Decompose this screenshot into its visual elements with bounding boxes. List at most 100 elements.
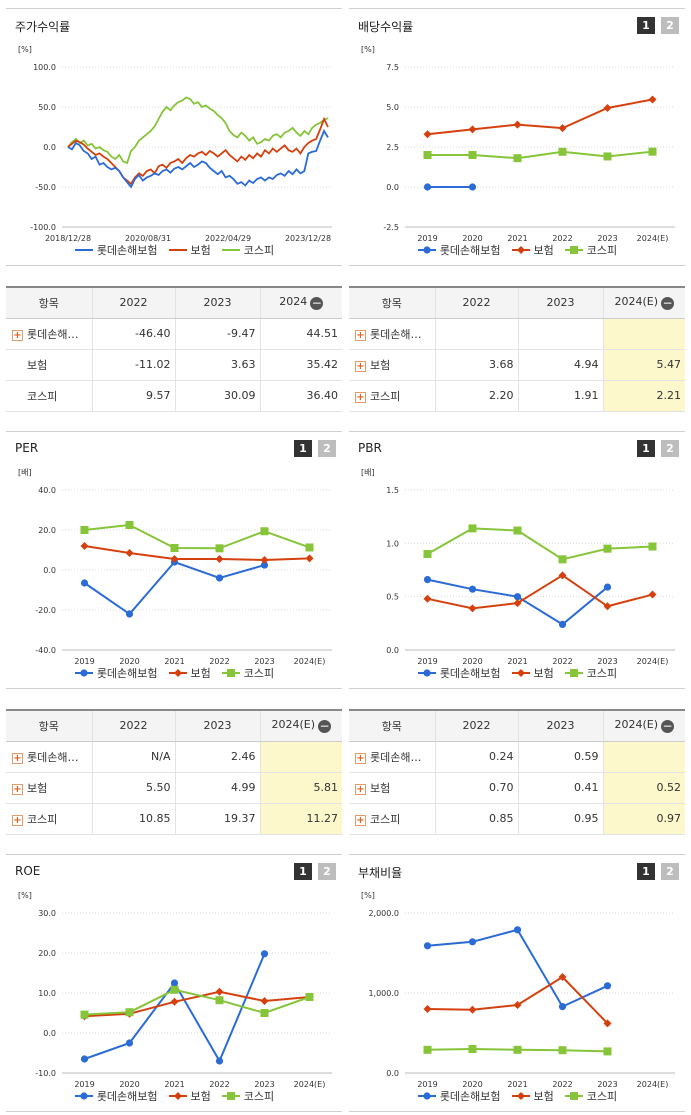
table-cell: 0.59 [517,741,603,773]
row-label-cell[interactable]: + 롯데손해… [6,741,92,773]
y-tick-label: 10.0 [38,989,56,998]
row-label-cell[interactable]: + 보험 [6,772,92,804]
panel-debt-ratio: 부채비율 1 2 [%] 2,000.0 1,000.0 0.0 2019 2020 202… [349,854,685,1112]
legend-item[interactable]: 롯데손해보험 [74,242,158,258]
row-label-cell[interactable]: + 롯데손해… [349,741,435,773]
legend-item[interactable]: 롯데손해보험 [74,1088,158,1104]
legend-item[interactable]: 코스피 [564,242,617,258]
x-tick-label: 2023 [597,1080,617,1088]
legend-item[interactable]: 코스피 [564,1088,617,1104]
legend-item[interactable]: 롯데손해보험 [417,665,501,681]
table-cell [434,318,518,350]
column-header: 2022 [434,709,518,742]
tab-2[interactable]: 2 [661,17,679,34]
column-header: 2023 [174,709,260,742]
legend: 롯데손해보험 보험 코스피 [6,242,342,258]
data-point [468,1045,477,1053]
unit-label: [배] [18,468,32,477]
expand-icon[interactable]: + [12,752,23,764]
table-cell: 0.41 [517,772,603,804]
legend-item[interactable]: 코스피 [221,665,274,681]
table-row: + 보험 3.68 4.94 5.47 [349,349,685,381]
collapse-icon[interactable]: − [661,296,675,311]
row-label-cell[interactable]: + 보험 [349,772,435,804]
legend-item[interactable]: 보험 [168,1088,211,1104]
row-label-cell[interactable]: + 코스피 [6,803,92,835]
legend-swatch [168,669,187,677]
data-point [513,1045,522,1054]
collapse-icon[interactable]: − [310,296,324,311]
expand-icon[interactable]: + [355,783,366,795]
collapse-icon[interactable]: − [661,719,675,734]
tab-2[interactable]: 2 [661,440,679,457]
table-cell: 0.52 [602,772,685,804]
collapse-icon[interactable]: − [318,719,332,734]
legend-label: 롯데손해보험 [96,244,158,257]
data-point [513,154,522,163]
data-point [80,1055,89,1063]
legend-item[interactable]: 보험 [511,242,554,258]
legend-swatch [564,1092,583,1100]
legend-swatch [74,1092,93,1100]
legend-label: 코스피 [586,244,618,257]
chart-stock-return: [%]100.0 50.0 0.0 -50.0 -100.0 2018/12/28 2020… [18,45,332,242]
data-point [513,599,522,608]
legend-item[interactable]: 보험 [168,665,211,681]
data-point [80,579,89,587]
row-label-cell[interactable]: + 코스피 [349,380,435,412]
legend-item[interactable]: 롯데손해보험 [417,1088,501,1104]
legend-swatch [417,1092,436,1100]
data-point [558,973,567,981]
tab-1[interactable]: 1 [637,17,655,34]
row-label-cell[interactable]: + 롯데손해… [349,318,435,350]
expand-icon[interactable]: + [355,752,366,764]
x-tick-label: 2024(E) [637,657,669,665]
column-header: 2023 [517,286,603,319]
row-label-cell[interactable]: + 코스피 [349,803,435,835]
series-line [84,990,310,1018]
x-tick-label: 2019 [417,234,437,242]
legend-label: 코스피 [586,667,618,680]
legend-item[interactable]: 롯데손해보험 [74,665,158,681]
legend-item[interactable]: 보험 [168,242,211,258]
expand-icon[interactable]: + [12,329,23,341]
legend-item[interactable]: 보험 [511,665,554,681]
expand-icon[interactable]: + [355,391,366,403]
x-tick-label: 2023 [254,1080,274,1088]
table-cell: 5.50 [91,772,175,804]
row-label-cell[interactable]: + 롯데손해… [6,318,92,350]
expand-icon[interactable]: + [355,814,366,826]
tab-1[interactable]: 1 [637,440,655,457]
expand-icon[interactable]: + [355,360,366,372]
y-tick-label: -20.0 [35,606,56,615]
data-point [468,183,477,191]
panel-title: PBR [358,441,382,455]
data-point [125,521,134,529]
tab-2[interactable]: 2 [661,863,679,880]
legend-item[interactable]: 보험 [511,1088,554,1104]
tab-1[interactable]: 1 [294,440,312,457]
legend-item[interactable]: 코스피 [221,242,274,258]
expand-icon[interactable]: + [12,814,23,826]
tab-2[interactable]: 2 [318,440,336,457]
legend-label: 코스피 [586,1090,618,1103]
expand-icon[interactable]: + [12,783,23,795]
expand-icon[interactable]: + [355,329,366,341]
column-header: 2024− [259,286,342,319]
data-point [260,950,269,958]
legend-item[interactable]: 코스피 [564,665,617,681]
series-line [67,96,329,165]
legend-marker [226,1092,235,1100]
panel-pbr: PBR 1 2 [배] 1.5 1.0 0.5 0.0 2019 2020 2021 2022 2… [349,431,685,689]
table-row: + 보험 0.70 0.41 0.52 [349,772,685,804]
row-label-cell[interactable]: + 보험 [349,349,435,381]
column-header: 2022 [91,286,175,319]
tab-2[interactable]: 2 [318,863,336,880]
tab-1[interactable]: 1 [294,863,312,880]
legend-item[interactable]: 코스피 [221,1088,274,1104]
y-tick-label: 1,000.0 [368,989,399,998]
legend-item[interactable]: 롯데손해보험 [417,242,501,258]
tab-1[interactable]: 1 [637,863,655,880]
column-header: 2023 [517,709,603,742]
column-header: 항목 [6,709,92,742]
